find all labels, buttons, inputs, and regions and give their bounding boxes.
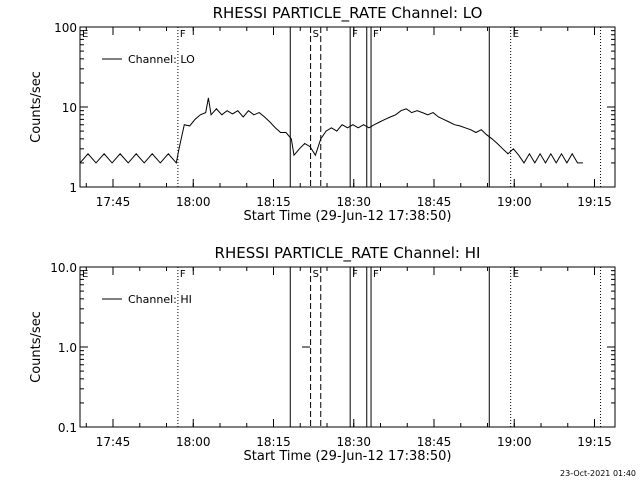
chart-title: RHESSI PARTICLE_RATE Channel: HI [215, 244, 481, 263]
event-marker-label: F [352, 269, 358, 280]
y-tick-label: 10 [62, 101, 77, 115]
event-marker-label: E [82, 269, 88, 280]
y-axis-label: Counts/sec [29, 71, 44, 143]
series-line [79, 97, 583, 164]
event-marker-label: S [313, 269, 319, 280]
x-tick-label: 18:15 [256, 195, 291, 209]
x-tick-label: 18:00 [176, 195, 211, 209]
x-tick-label: 18:30 [336, 435, 371, 449]
x-axis-label: Start Time (29-Jun-12 17:38:50) [244, 449, 452, 464]
event-marker-label: S [313, 29, 319, 40]
y-tick-label: 100 [54, 21, 77, 35]
x-tick-label: 19:15 [577, 435, 612, 449]
event-marker-label: F [180, 269, 186, 280]
y-tick-label: 1 [69, 181, 77, 195]
event-marker-label: F [373, 269, 379, 280]
chart-title: RHESSI PARTICLE_RATE Channel: LO [213, 4, 483, 23]
panel-hi: RHESSI PARTICLE_RATE Channel: HI 0.1 1.0 10… [29, 244, 616, 464]
x-tick-label: 17:45 [96, 195, 131, 209]
event-marker-label: F [373, 29, 379, 40]
x-tick-label: 19:00 [497, 435, 532, 449]
x-tick-label: 19:15 [577, 195, 612, 209]
y-tick-label: 0.1 [58, 421, 77, 435]
axes-frame [79, 266, 616, 428]
x-tick-label: 18:45 [417, 195, 452, 209]
x-tick-label: 18:30 [336, 195, 371, 209]
legend-label: Channel: LO [128, 53, 195, 66]
x-tick-label: 18:45 [417, 435, 452, 449]
x-tick-label: 19:00 [497, 195, 532, 209]
y-tick-label: 10.0 [50, 261, 77, 275]
event-marker-label: E [513, 29, 519, 40]
x-tick-label: 18:00 [176, 435, 211, 449]
event-marker-label: E [82, 29, 88, 40]
event-marker-label: F [352, 29, 358, 40]
x-tick-label: 18:15 [256, 435, 291, 449]
x-tick-label: 17:45 [96, 435, 131, 449]
x-axis-label: Start Time (29-Jun-12 17:38:50) [244, 209, 452, 224]
y-tick-label: 1.0 [58, 341, 77, 355]
legend-label: Channel: HI [128, 293, 192, 306]
y-axis-label: Counts/sec [29, 311, 44, 383]
event-marker-label: F [180, 29, 186, 40]
panel-lo: RHESSI PARTICLE_RATE Channel: LO 1 10 100 17… [29, 4, 616, 224]
event-marker-label: E [513, 269, 519, 280]
footer-timestamp: 23-Oct-2021 01:40 [560, 469, 636, 478]
